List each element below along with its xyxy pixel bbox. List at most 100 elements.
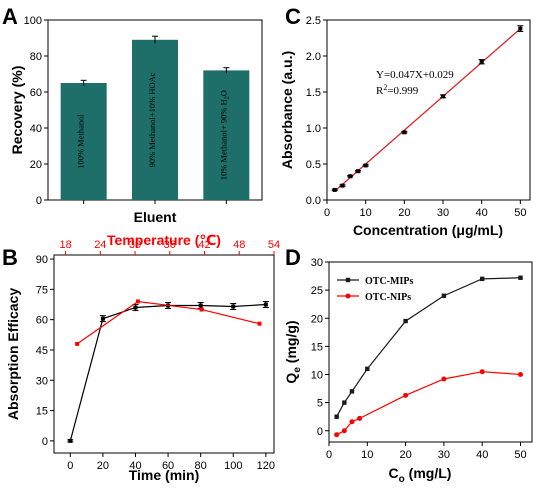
data-point xyxy=(479,369,485,375)
panel-b-ytick-label: 0 xyxy=(42,436,48,448)
panel-c-ytick-label: 0.5 xyxy=(306,159,321,171)
panel-d-xtick-label: 40 xyxy=(476,449,488,461)
panel-d-xtick-label: 50 xyxy=(514,449,526,461)
panel-b-x2tick-label: 48 xyxy=(233,239,245,251)
panel-b-frame xyxy=(53,254,275,454)
data-point xyxy=(357,415,363,421)
panel-b-xtick-label: 60 xyxy=(162,460,174,472)
data-point xyxy=(135,299,140,304)
panel-b-xtick-label: 120 xyxy=(257,460,275,472)
panel-d-ytick-label: 15 xyxy=(311,341,323,353)
panel-d-ylabel: Qe (mg/g) xyxy=(283,320,303,383)
panel-b-x2label: Temperature (℃) xyxy=(107,232,221,248)
panel-b-xtick-label: 40 xyxy=(129,460,141,472)
panel-b-ytick-label: 90 xyxy=(36,254,48,266)
data-point xyxy=(100,316,105,321)
panel-d-xtick-label: 20 xyxy=(399,449,411,461)
panel-c-xtick-label: 30 xyxy=(437,207,449,219)
data-point xyxy=(68,438,73,443)
panel-c-xtick-label: 0 xyxy=(324,207,330,219)
data-point xyxy=(365,366,370,372)
series-line xyxy=(76,300,260,345)
bar-category-label: 100% Methanol xyxy=(76,114,86,169)
panel-b-x2tick-label: 30 xyxy=(129,239,141,251)
panel-d-ytick-label: 25 xyxy=(311,285,323,297)
data-point xyxy=(231,304,236,309)
data-point xyxy=(198,303,203,308)
panel-b-ytick-label: 45 xyxy=(36,345,48,357)
panel-c-ytick-label: 2.5 xyxy=(306,15,321,27)
panel-a-chart: 100% Methanol 90% Methanol+10% HOAc 10% Me… xyxy=(9,15,263,225)
bar-category-label: 90% Methanol+10% HOAc xyxy=(147,72,157,167)
bar-category-label: 10% Methanol+ 90% H2O xyxy=(218,90,230,180)
panel-c-xtick-label: 10 xyxy=(360,207,372,219)
data-point xyxy=(518,275,523,280)
data-point xyxy=(349,419,355,425)
data-point xyxy=(403,318,408,324)
panel-c-ytick-label: 2.0 xyxy=(306,51,321,63)
panel-c-ylabel: Absorbance (a.u.) xyxy=(279,51,295,169)
panel-d-ytick-label: 10 xyxy=(311,370,323,382)
panel-b-ytick-label: 60 xyxy=(36,315,48,327)
data-point xyxy=(199,307,204,312)
data-point xyxy=(257,321,262,326)
data-point xyxy=(75,341,80,346)
data-point xyxy=(480,276,485,282)
panel-b-x2tick-label: 54 xyxy=(268,239,280,251)
data-point xyxy=(441,94,445,99)
data-point xyxy=(263,302,268,307)
fit-line xyxy=(334,28,521,192)
panel-a-xlabel: Eluent xyxy=(134,209,177,225)
panel-label-c: C xyxy=(285,4,301,29)
data-point xyxy=(518,26,523,31)
data-point xyxy=(363,163,368,168)
panel-b-x2tick-label: 18 xyxy=(59,239,71,251)
panel-d-frame xyxy=(328,261,533,443)
panel-c-r2: R2=0.999 xyxy=(376,83,419,97)
data-point xyxy=(479,59,484,64)
panel-c-ytick-label: 1.0 xyxy=(306,123,321,135)
panel-b-ytick-label: 15 xyxy=(36,406,48,418)
panel-c-ytick-label: 1.5 xyxy=(306,87,321,99)
legend-marker xyxy=(345,293,351,299)
panel-c-equation: Y=0.047X+0.029 xyxy=(376,69,454,81)
panel-b-xlabel: Time (min) xyxy=(129,467,200,483)
panel-b-xtick-label: 80 xyxy=(195,460,207,472)
bar xyxy=(60,83,107,200)
panel-label-a: A xyxy=(2,4,18,29)
panel-b-x2tick-label: 36 xyxy=(164,239,176,251)
panel-c-ytick-label: 0.0 xyxy=(306,195,321,207)
panel-a-ytick-label: 100 xyxy=(24,15,42,27)
data-point xyxy=(403,392,409,398)
panel-c-xtick-label: 20 xyxy=(398,207,410,219)
legend-marker xyxy=(345,277,351,283)
data-point xyxy=(402,130,407,135)
data-point xyxy=(441,293,447,298)
panel-d-xtick-label: 30 xyxy=(438,449,450,461)
panel-label-d: D xyxy=(285,245,301,270)
data-point xyxy=(340,183,345,188)
panel-a-ytick-label: 0 xyxy=(36,195,42,207)
data-point xyxy=(441,376,447,382)
panel-b-ylabel: Absorption Efficacy xyxy=(5,288,21,420)
panel-d-xtick-label: 0 xyxy=(326,449,332,461)
panel-d-ytick-label: 5 xyxy=(317,398,323,410)
data-point xyxy=(133,305,138,310)
panel-b-ytick-label: 75 xyxy=(36,284,48,296)
data-point xyxy=(355,169,360,174)
data-point xyxy=(334,414,339,419)
panel-d-ytick-label: 0 xyxy=(317,426,323,438)
panel-c-xtick-label: 40 xyxy=(476,207,488,219)
panel-b-chart: 0 15 30 45 60 75 90 0 20 40 60 80 100 120 18 24 30 36 42 48… xyxy=(5,232,280,483)
bar xyxy=(132,39,178,200)
data-point xyxy=(332,187,337,192)
panel-a-ytick-label: 40 xyxy=(30,123,42,135)
series-line xyxy=(336,371,521,436)
panel-d-xlabel: Co (mg/L) xyxy=(389,465,452,485)
panel-b-x2tick-label: 42 xyxy=(198,239,210,251)
panel-d-ytick-label: 20 xyxy=(311,313,323,325)
panel-d-ytick-label: 30 xyxy=(311,257,323,269)
panel-c-xtick-label: 50 xyxy=(514,207,526,219)
panel-b-xtick-label: 100 xyxy=(224,460,242,472)
